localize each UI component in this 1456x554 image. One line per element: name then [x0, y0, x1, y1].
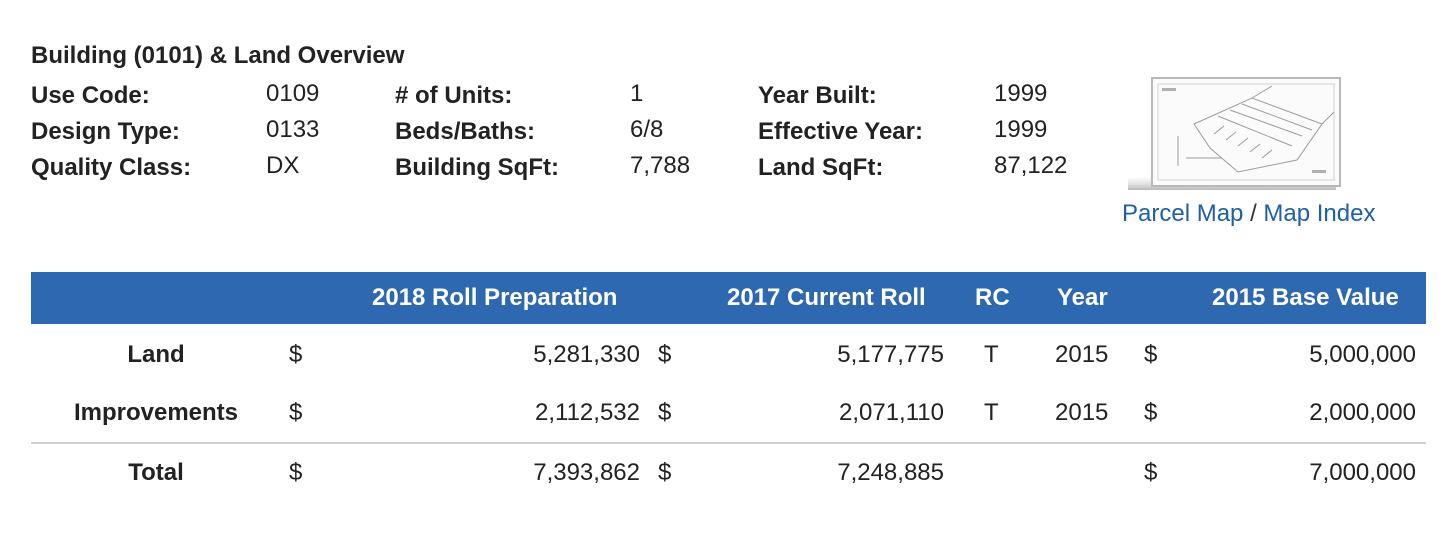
map-index-link[interactable]: Map Index: [1263, 200, 1376, 227]
table-divider: [31, 442, 1426, 444]
units-value: 1: [630, 80, 644, 107]
col-header-base-value: 2015 Base Value: [1212, 284, 1399, 311]
row-label: Total: [128, 459, 184, 486]
year-built-value: 1999: [994, 80, 1048, 107]
effective-year-label: Effective Year:: [758, 118, 923, 145]
quality-class-label: Quality Class:: [31, 154, 192, 181]
use-code-value: 0109: [266, 80, 320, 107]
effective-year-value: 1999: [994, 116, 1048, 143]
currency-symbol: $: [658, 459, 672, 486]
table-row-land: Land $ 5,281,330 $ 5,177,775 T 2015 $ 5,…: [31, 326, 1426, 384]
year-built-label: Year Built:: [758, 82, 877, 109]
currency-symbol: $: [658, 399, 672, 426]
land-sqft-value: 87,122: [994, 152, 1068, 179]
currency-symbol: $: [289, 399, 303, 426]
roll-prep-value: 2,112,532: [535, 399, 640, 426]
currency-symbol: $: [1144, 399, 1158, 426]
beds-baths-value: 6/8: [630, 116, 664, 143]
currency-symbol: $: [1144, 459, 1158, 486]
current-roll-value: 7,248,885: [837, 459, 944, 486]
beds-baths-label: Beds/Baths:: [395, 118, 536, 145]
currency-symbol: $: [289, 459, 303, 486]
base-value: 5,000,000: [1309, 341, 1416, 368]
building-sqft-label: Building SqFt:: [395, 154, 559, 181]
rc-value: T: [984, 399, 999, 426]
table-row-improvements: Improvements $ 2,112,532 $ 2,071,110 T 2…: [31, 384, 1426, 442]
building-sqft-value: 7,788: [630, 152, 691, 179]
year-value: 2015: [1055, 341, 1109, 368]
design-type-value: 0133: [266, 116, 320, 143]
col-header-year: Year: [1057, 284, 1108, 311]
value-table-header: 2018 Roll Preparation 2017 Current Roll …: [31, 272, 1426, 324]
current-roll-value: 5,177,775: [837, 341, 944, 368]
section-heading: Building (0101) & Land Overview: [31, 42, 405, 69]
currency-symbol: $: [1144, 341, 1158, 368]
table-row-total: Total $ 7,393,862 $ 7,248,885 $ 7,000,00…: [31, 444, 1426, 502]
currency-symbol: $: [289, 341, 303, 368]
year-value: 2015: [1055, 399, 1109, 426]
design-type-label: Design Type:: [31, 118, 180, 145]
currency-symbol: $: [658, 341, 672, 368]
use-code-label: Use Code:: [31, 82, 150, 109]
roll-prep-value: 5,281,330: [533, 341, 640, 368]
rc-value: T: [984, 341, 999, 368]
parcel-map-link[interactable]: Parcel Map: [1122, 200, 1244, 227]
col-header-roll-prep: 2018 Roll Preparation: [372, 284, 618, 311]
base-value: 7,000,000: [1309, 459, 1416, 486]
units-label: # of Units:: [395, 82, 513, 109]
col-header-rc: RC: [975, 284, 1010, 311]
row-label: Land: [127, 341, 185, 368]
land-sqft-label: Land SqFt:: [758, 154, 884, 181]
parcel-map-thumbnail-icon[interactable]: [1122, 74, 1342, 192]
base-value: 2,000,000: [1309, 399, 1416, 426]
row-label: Improvements: [73, 399, 239, 426]
map-links: Parcel Map / Map Index: [1122, 200, 1375, 228]
col-header-current-roll: 2017 Current Roll: [727, 284, 926, 311]
quality-class-value: DX: [266, 152, 300, 179]
current-roll-value: 2,071,110: [839, 399, 944, 426]
map-links-separator: /: [1250, 200, 1257, 227]
roll-prep-value: 7,393,862: [533, 459, 640, 486]
